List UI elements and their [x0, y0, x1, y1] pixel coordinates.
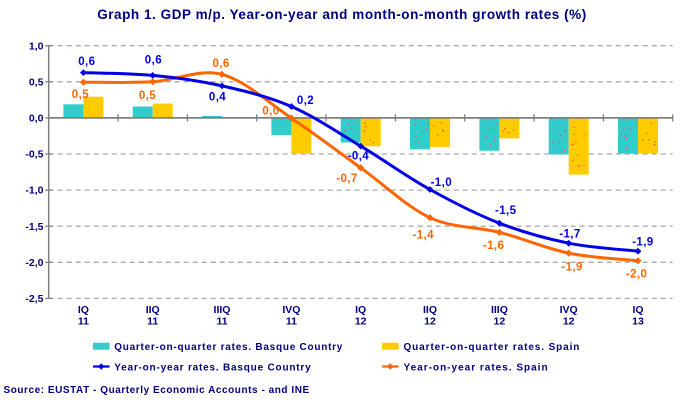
- svg-text:0,0: 0,0: [262, 106, 279, 118]
- svg-text:-1,0: -1,0: [431, 177, 452, 189]
- svg-text:12: 12: [563, 316, 575, 328]
- svg-text:11: 11: [147, 316, 158, 328]
- svg-text:IVQ: IVQ: [560, 304, 578, 316]
- svg-text:1,0: 1,0: [29, 40, 44, 52]
- svg-text:-1,0: -1,0: [25, 185, 43, 197]
- svg-text:IQ: IQ: [355, 304, 366, 316]
- svg-text:-1,9: -1,9: [632, 236, 653, 248]
- svg-text:IQ: IQ: [78, 304, 89, 316]
- svg-text:-1,5: -1,5: [495, 205, 517, 217]
- svg-text:11: 11: [216, 316, 227, 328]
- svg-text:0,4: 0,4: [209, 91, 226, 103]
- svg-text:-2,0: -2,0: [25, 257, 43, 269]
- svg-text:11: 11: [78, 316, 89, 328]
- svg-text:Source: EUSTAT - Quarterly Eco: Source: EUSTAT - Quarterly Economic Acco…: [4, 385, 310, 396]
- svg-text:0,5: 0,5: [29, 76, 44, 88]
- svg-text:0,6: 0,6: [78, 56, 95, 68]
- svg-text:Year-on-year rates. Spain: Year-on-year rates. Spain: [404, 362, 549, 373]
- svg-text:Year-on-year rates. Basque Cou: Year-on-year rates. Basque Country: [114, 362, 311, 373]
- svg-text:-2,0: -2,0: [626, 268, 647, 280]
- svg-text:-2,5: -2,5: [25, 293, 43, 305]
- svg-text:-0,5: -0,5: [25, 149, 43, 161]
- svg-text:-0,7: -0,7: [336, 173, 357, 185]
- svg-text:0,5: 0,5: [139, 90, 156, 102]
- svg-text:0,6: 0,6: [213, 58, 230, 70]
- svg-text:0,5: 0,5: [72, 89, 89, 101]
- svg-text:12: 12: [494, 316, 506, 328]
- svg-text:0,6: 0,6: [145, 55, 162, 67]
- svg-text:IIIQ: IIIQ: [214, 304, 231, 316]
- svg-text:12: 12: [355, 316, 367, 328]
- svg-text:13: 13: [632, 316, 644, 328]
- svg-text:IQ: IQ: [632, 304, 643, 316]
- svg-text:IIQ: IIQ: [146, 304, 160, 316]
- svg-text:-1,5: -1,5: [25, 221, 43, 233]
- svg-text:0,0: 0,0: [29, 113, 44, 125]
- svg-text:IVQ: IVQ: [282, 304, 300, 316]
- svg-text:IIQ: IIQ: [423, 304, 437, 316]
- svg-text:-1,4: -1,4: [412, 230, 434, 242]
- svg-text:-1,6: -1,6: [483, 240, 504, 252]
- svg-text:-1,7: -1,7: [559, 228, 580, 240]
- svg-text:IIIQ: IIIQ: [491, 304, 508, 316]
- svg-text:-1,9: -1,9: [561, 261, 582, 273]
- svg-text:Graph 1. GDP m/p. Year-on-year: Graph 1. GDP m/p. Year-on-year and month…: [97, 7, 587, 22]
- svg-text:Quarter-on-quarter rates. Basq: Quarter-on-quarter rates. Basque Country: [114, 342, 343, 353]
- svg-text:12: 12: [424, 316, 436, 328]
- svg-text:0,2: 0,2: [297, 95, 314, 107]
- svg-text:11: 11: [286, 316, 297, 328]
- svg-text:Quarter-on-quarter rates. Spai: Quarter-on-quarter rates. Spain: [404, 342, 581, 353]
- svg-text:-0,4: -0,4: [348, 151, 370, 163]
